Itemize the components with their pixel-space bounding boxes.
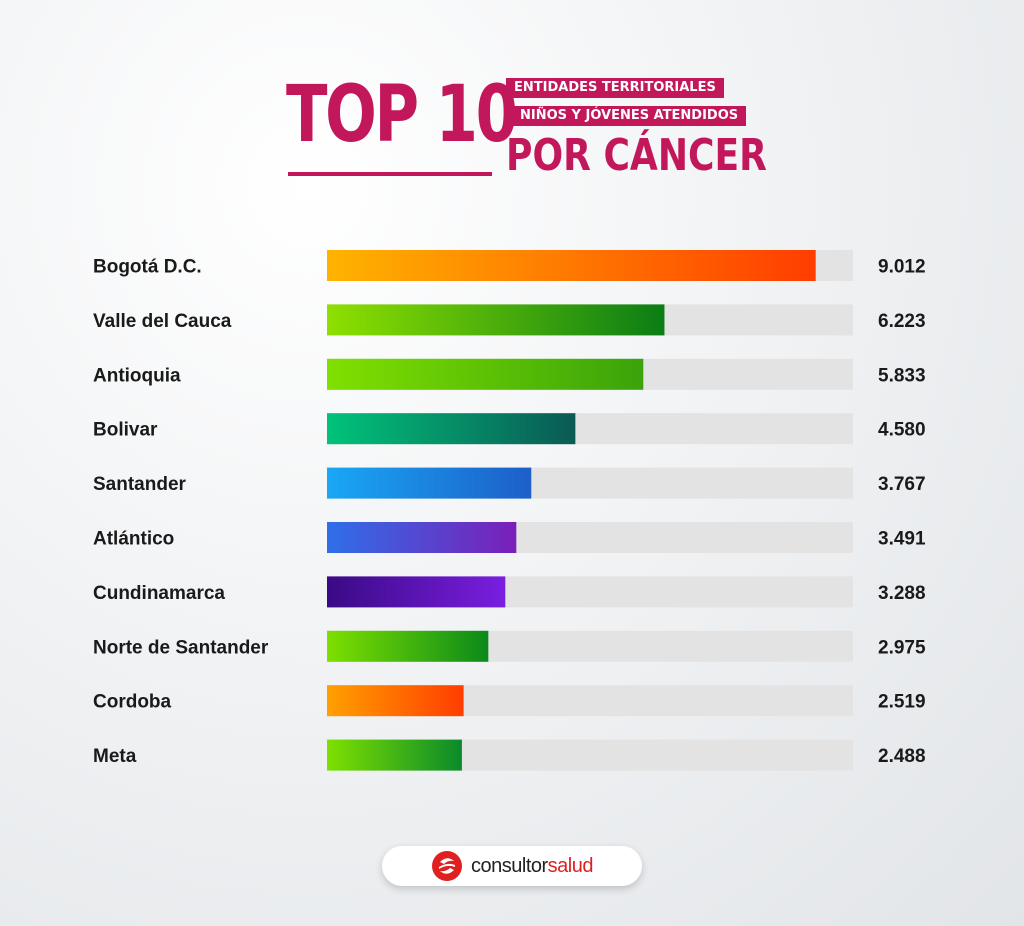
category-label: Valle del Cauca (93, 311, 232, 332)
category-label: Cundinamarca (93, 583, 225, 604)
category-label: Santander (93, 474, 187, 495)
value-label: 2.975 (878, 637, 926, 658)
value-label: 5.833 (878, 365, 926, 386)
value-label: 3.767 (878, 474, 926, 495)
subtitle-line-3: POR CÁNCER (506, 130, 767, 181)
bar (327, 576, 506, 608)
category-label: Norte de Santander (93, 637, 269, 658)
value-label: 6.223 (878, 311, 926, 332)
value-label: 2.488 (878, 746, 926, 767)
category-label: Antioquia (93, 365, 181, 386)
bar (327, 413, 576, 445)
brand-name: consultorsalud (471, 854, 593, 877)
bar (327, 739, 462, 771)
category-label: Atlántico (93, 529, 174, 550)
chart-title: TOP 10 (286, 70, 518, 160)
bar (327, 467, 532, 499)
brand-badge: consultorsalud (382, 846, 642, 886)
subtitle-line-1: ENTIDADES TERRITORIALES (506, 78, 724, 98)
bar (327, 304, 665, 336)
value-label: 3.288 (878, 583, 926, 604)
bar (327, 250, 816, 281)
value-label: 4.580 (878, 420, 926, 441)
bar (327, 630, 489, 662)
bar (327, 522, 517, 553)
subtitle-line-2: NIÑOS Y JÓVENES ATENDIDOS (512, 106, 747, 126)
value-label: 9.012 (878, 257, 926, 278)
title-underline (288, 172, 492, 176)
category-label: Bogotá D.C. (93, 257, 202, 278)
value-label: 2.519 (878, 692, 926, 713)
value-label: 3.491 (878, 529, 926, 550)
category-label: Cordoba (93, 692, 172, 713)
bar (327, 685, 464, 717)
category-label: Bolivar (93, 420, 158, 441)
bar (327, 358, 644, 390)
chart-header: TOP 10 ENTIDADES TERRITORIALES NIÑOS Y J… (286, 70, 767, 190)
category-label: Meta (93, 746, 137, 767)
consultorsalud-logo-icon (432, 851, 463, 881)
